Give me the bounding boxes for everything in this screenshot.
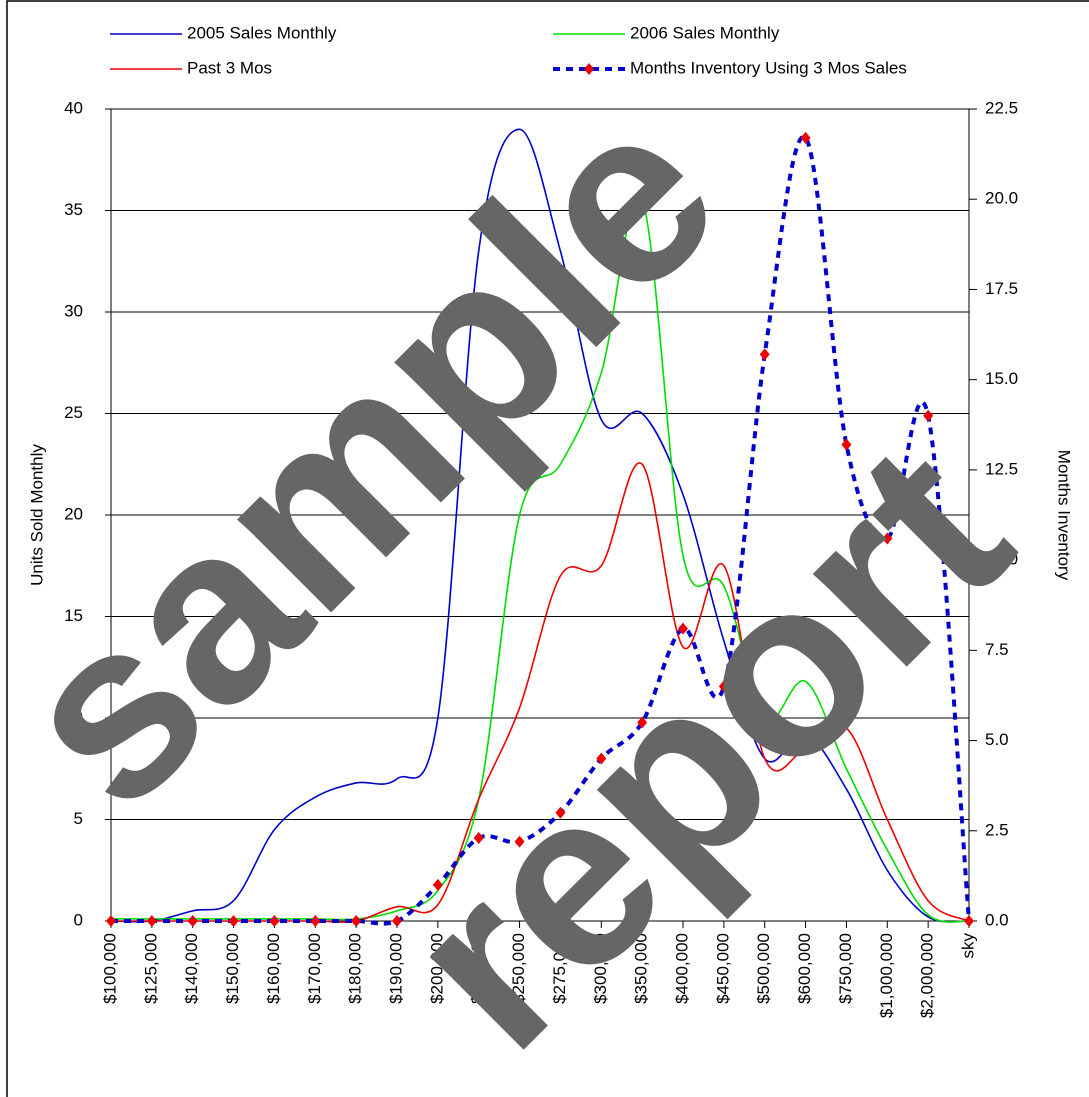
y-tick-label: 20 <box>64 504 83 523</box>
data-marker <box>923 410 933 422</box>
legend-label: 2006 Sales Monthly <box>630 23 780 42</box>
y-tick-label: 40 <box>64 98 83 117</box>
data-marker <box>229 915 239 927</box>
y-axis-label: Units Sold Monthly <box>27 444 46 586</box>
x-tick-label: $170,000 <box>305 933 324 1004</box>
data-marker <box>351 915 361 927</box>
data-marker <box>188 915 198 927</box>
y2-tick-label: 12.5 <box>985 459 1018 478</box>
legend-label: Months Inventory Using 3 Mos Sales <box>630 58 907 77</box>
legend-label: Past 3 Mos <box>187 58 272 77</box>
y2-axis-label: Months Inventory <box>1055 450 1074 581</box>
data-marker <box>106 915 116 927</box>
x-tick-label: $600,000 <box>795 933 814 1004</box>
y2-tick-label: 22.5 <box>985 98 1018 117</box>
y-tick-label: 30 <box>64 301 83 320</box>
data-marker <box>964 915 974 927</box>
x-tick-label: sky <box>958 933 977 959</box>
x-tick-label: $150,000 <box>223 933 242 1004</box>
y-tick-label: 0 <box>74 910 83 929</box>
x-tick-label: $750,000 <box>836 933 855 1004</box>
data-marker <box>269 915 279 927</box>
x-tick-label: $160,000 <box>264 933 283 1004</box>
x-tick-label: $100,000 <box>100 933 119 1004</box>
y2-tick-label: 5.0 <box>985 730 1009 749</box>
y2-tick-label: 20.0 <box>985 189 1018 208</box>
x-tick-label: $180,000 <box>346 933 365 1004</box>
y-tick-label: 35 <box>64 200 83 219</box>
x-tick-label: $500,000 <box>754 933 773 1004</box>
x-tick-label: $140,000 <box>182 933 201 1004</box>
data-marker <box>760 348 770 360</box>
y-tick-label: 5 <box>74 809 83 828</box>
y2-tick-label: 0.0 <box>985 910 1009 929</box>
legend-label: 2005 Sales Monthly <box>187 23 337 42</box>
data-marker <box>310 915 320 927</box>
x-tick-label: $2,000,000 <box>918 933 937 1018</box>
chart: Units Sold Monthly Months Inventory 0510… <box>0 0 1089 1097</box>
y-tick-label: 25 <box>64 403 83 422</box>
y2-tick-label: 2.5 <box>985 820 1009 839</box>
x-tick-label: $125,000 <box>141 933 160 1004</box>
y2-tick-label: 15.0 <box>985 369 1018 388</box>
data-marker <box>147 915 157 927</box>
x-tick-label: $1,000,000 <box>877 933 896 1018</box>
x-tick-label: $450,000 <box>713 933 732 1004</box>
y2-tick-label: 17.5 <box>985 279 1018 298</box>
